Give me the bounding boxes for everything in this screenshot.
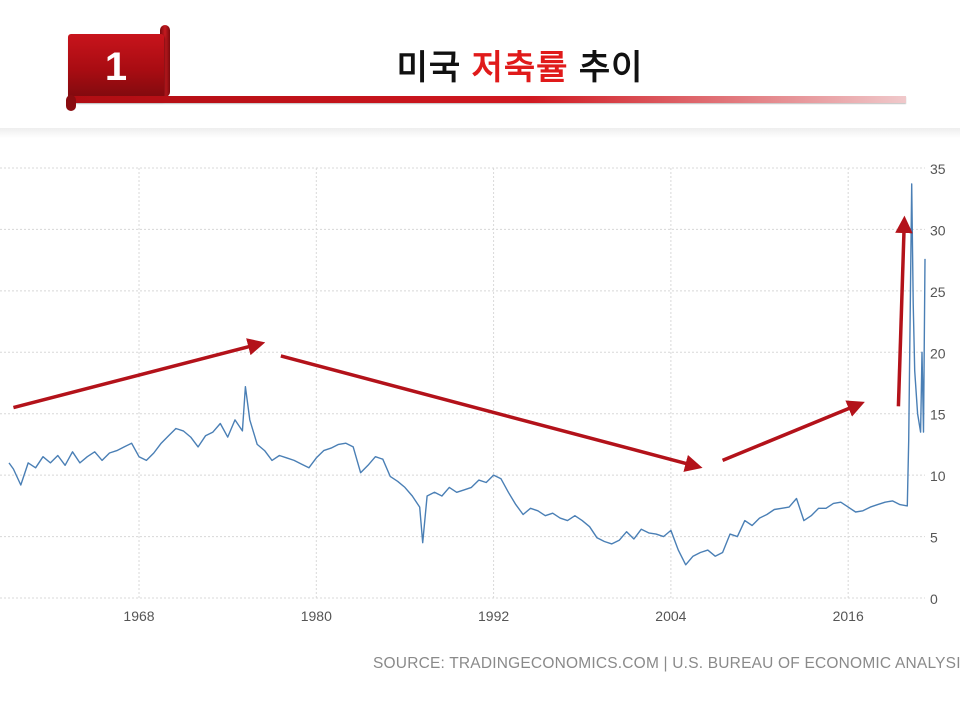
section-number: 1: [104, 45, 128, 89]
slide-title: 미국 저축률 추이: [200, 40, 840, 89]
series-line-0: [8, 183, 926, 566]
scroll-knob-decoration: [66, 95, 76, 111]
title-suffix: 추이: [568, 49, 644, 87]
source-caption: SOURCE: TRADINGECONOMICS.COM | U.S. BURE…: [373, 655, 960, 672]
trend-arrow-4: [895, 215, 913, 407]
x-tick-label: 1992: [478, 608, 509, 624]
y-tick-label: 25: [930, 284, 946, 300]
x-tick-label: 1980: [301, 608, 332, 624]
slide-header: 1 미국 저축률 추이: [0, 0, 960, 130]
title-accent: 저축률: [471, 49, 569, 87]
y-tick-label: 10: [930, 468, 946, 484]
y-tick-label: 5: [930, 530, 938, 546]
y-tick-label: 20: [930, 345, 946, 361]
title-prefix: 미국: [396, 49, 472, 87]
trend-arrow-3: [721, 400, 865, 463]
axis-ticks: 0 5 10 15 20 25 30 35 1968 1980 1992 2004 2016: [123, 161, 945, 624]
trend-arrows: [12, 215, 913, 472]
section-number-badge: 1: [68, 34, 164, 100]
chart-top-band: [0, 128, 960, 138]
grid-lines: [0, 167, 925, 599]
x-tick-label: 2004: [655, 608, 686, 624]
y-tick-label: 0: [930, 591, 938, 607]
header-rule: [68, 96, 906, 103]
scroll-pole-decoration: [160, 25, 170, 97]
series-layer: [8, 183, 926, 566]
trend-arrow-1: [12, 338, 266, 410]
y-tick-label: 35: [930, 161, 946, 177]
y-tick-label: 30: [930, 222, 946, 238]
x-tick-label: 1968: [123, 608, 154, 624]
y-tick-label: 15: [930, 407, 946, 423]
savings-rate-chart: 0 5 10 15 20 25 30 35 1968 1980 1992 2004 2016: [0, 161, 946, 624]
x-tick-label: 2016: [833, 608, 864, 624]
trend-arrow-2: [280, 354, 703, 472]
